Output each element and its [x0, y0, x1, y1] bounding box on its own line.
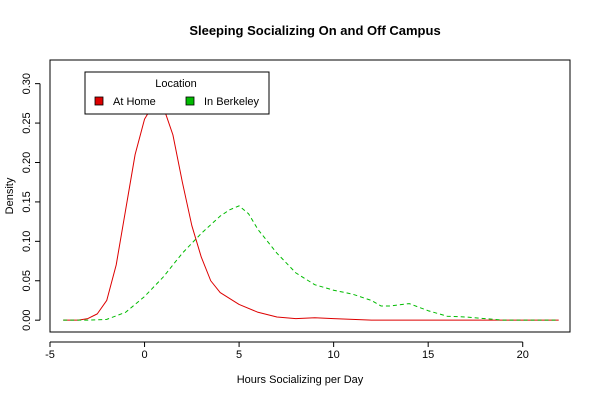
y-tick-label: 0.15: [21, 191, 33, 212]
legend-label-at-home: At Home: [113, 96, 156, 108]
series-line-at-home: [63, 102, 559, 321]
legend-swatch-in-berkeley: [185, 96, 195, 106]
y-axis: 0.00 0.05 0.10 0.15 0.20 0.25 0.30: [21, 73, 41, 331]
x-tick-label: 10: [328, 349, 340, 361]
legend-title: Location: [155, 78, 197, 90]
y-tick-label: 0.30: [21, 73, 33, 94]
x-axis: -5 0 5 10 15 20: [45, 341, 529, 361]
legend-swatch-at-home: [94, 96, 104, 106]
y-tick-label: 0.00: [21, 309, 33, 330]
legend-label-in-berkeley: In Berkeley: [204, 96, 260, 108]
x-tick-label: 5: [236, 349, 242, 361]
y-axis-label: Density: [4, 177, 16, 214]
y-tick-label: 0.10: [21, 231, 33, 252]
y-tick-label: 0.25: [21, 112, 33, 133]
y-tick-label: 0.20: [21, 152, 33, 173]
x-tick-label: -5: [45, 349, 55, 361]
x-tick-label: 15: [422, 349, 434, 361]
x-tick-label: 20: [517, 349, 529, 361]
plot-frame: [49, 59, 571, 333]
series-layer: [63, 102, 559, 321]
y-tick-label: 0.05: [21, 270, 33, 291]
series-line-in-berkeley: [63, 205, 559, 321]
x-tick-label: 0: [141, 349, 147, 361]
x-axis-label: Hours Socializing per Day: [237, 374, 364, 386]
chart-title: Sleeping Socializing On and Off Campus: [189, 23, 440, 38]
legend: Location At Home In Berkeley: [84, 71, 270, 115]
legend-box: [84, 71, 270, 115]
